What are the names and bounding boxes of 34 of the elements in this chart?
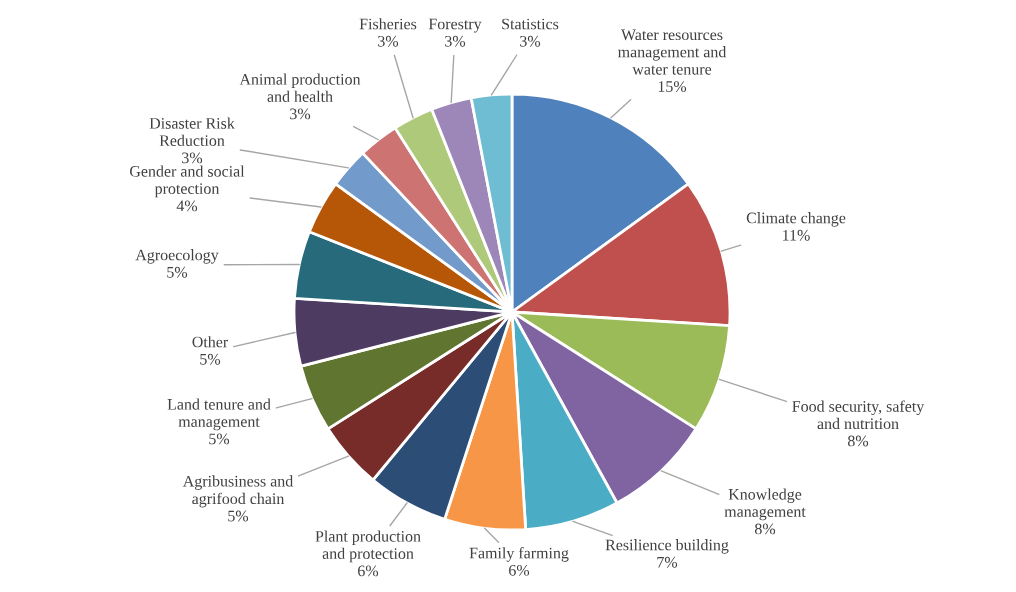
data-label: 3% (378, 35, 399, 47)
data-label: 4% (176, 200, 198, 212)
slice-label: Food security, safety and nutrition (792, 400, 925, 430)
slice-label: Gender and social protection (130, 165, 245, 198)
data-label: 5% (228, 510, 249, 522)
data-label: 5% (209, 433, 230, 445)
data-label: 8% (847, 435, 869, 447)
data-label: 3% (290, 108, 311, 120)
slice-label: Resilience building (605, 539, 729, 554)
data-label: 3% (445, 35, 466, 47)
slice-label: Other (192, 336, 229, 348)
slice-label: Agribusiness and agrifood chain (182, 475, 294, 508)
slice-label: Water resources management and water tenure (618, 29, 727, 75)
slice-label: Plant production and protection (315, 530, 421, 563)
slice-label: Agroecology (135, 249, 219, 264)
slice-label: Animal production and health (239, 73, 361, 102)
data-label: 3% (182, 152, 203, 164)
data-label: 3% (520, 35, 541, 47)
slice-label: Forestry (428, 18, 482, 33)
data-label: 6% (509, 564, 530, 576)
data-label: 7% (657, 556, 678, 568)
slice-label: Land tenure and management (167, 398, 271, 431)
data-label: 15% (658, 81, 687, 92)
slice-label: Fisheries (359, 18, 417, 30)
slice-label: Knowledge management (724, 488, 806, 521)
slice-label: Family farming (469, 547, 569, 562)
data-label: 11% (783, 229, 810, 241)
data-label: 5% (167, 266, 188, 278)
slice-label: Statistics (502, 18, 559, 30)
slice-label: Climate change (746, 212, 846, 227)
data-label: 8% (754, 523, 776, 535)
data-label: 6% (358, 565, 379, 577)
data-label: 5% (200, 353, 221, 365)
slice-label: Disaster Risk Reduction (149, 117, 235, 146)
